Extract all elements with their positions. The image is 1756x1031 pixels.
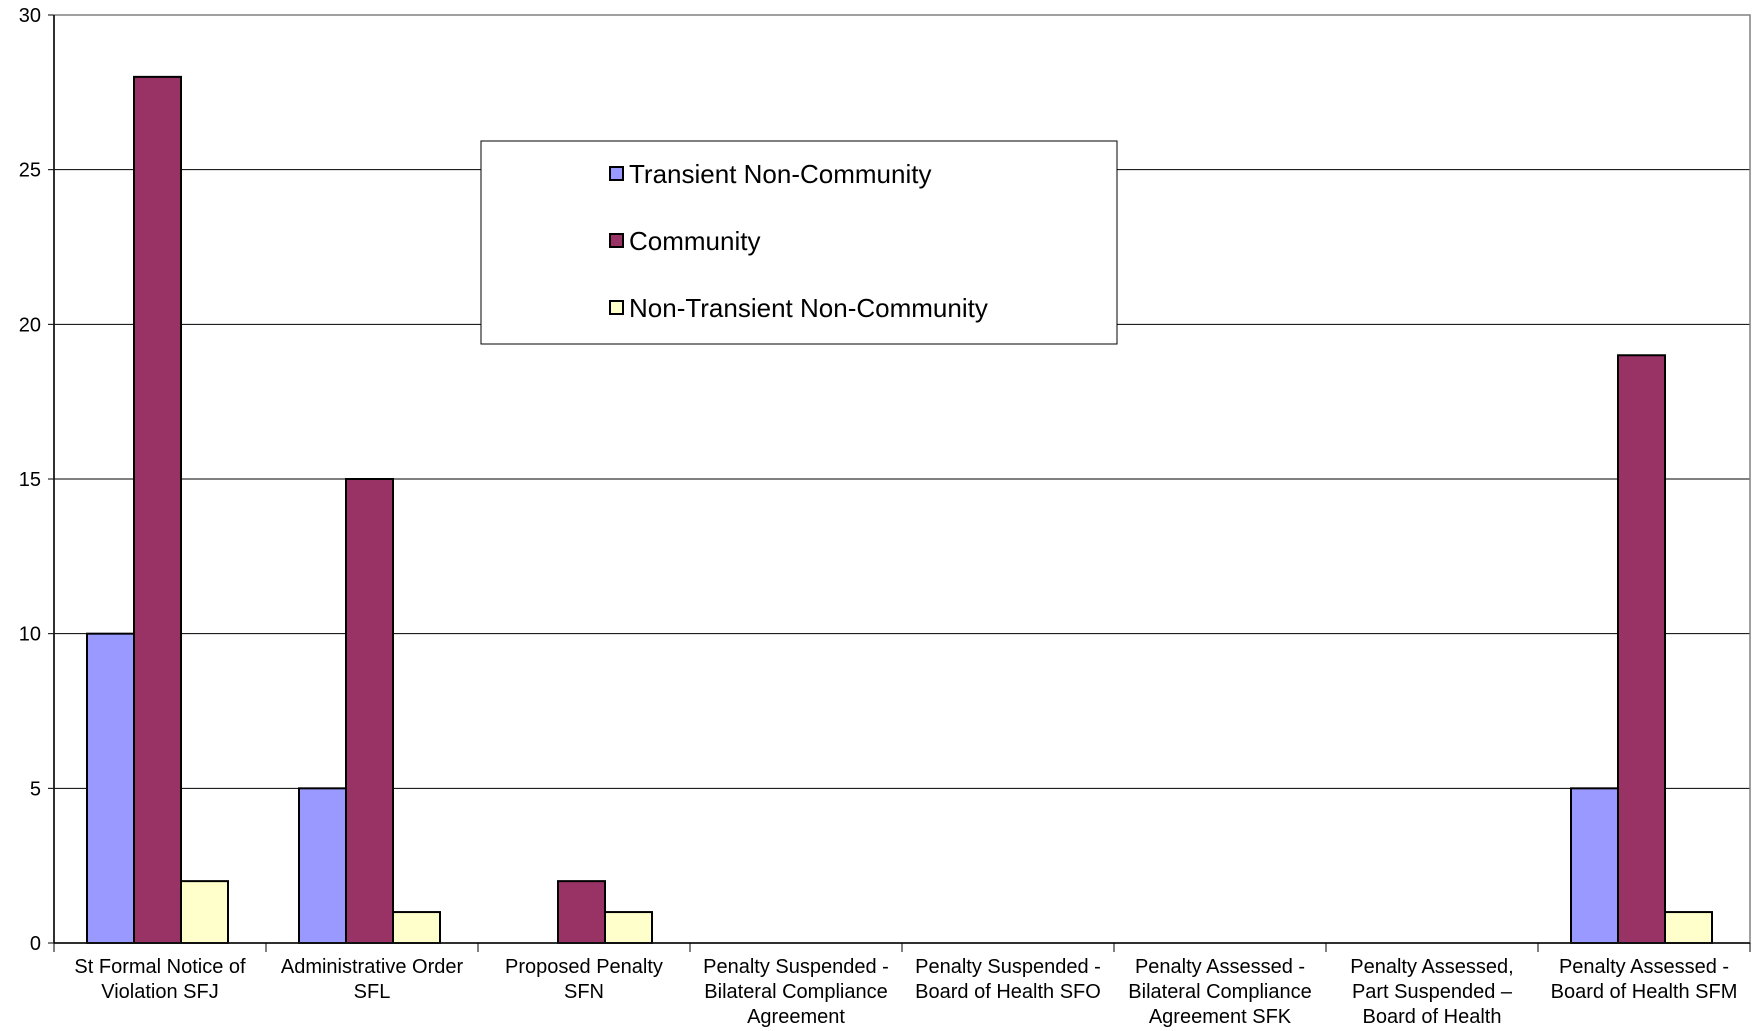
bar-non-transient-non-community bbox=[392, 911, 441, 944]
axes bbox=[48, 14, 1751, 952]
bar-community bbox=[345, 478, 394, 944]
legend-swatch bbox=[609, 233, 624, 248]
y-tick-label: 5 bbox=[30, 778, 41, 800]
legend: Transient Non-Community Community Non-Tran… bbox=[480, 140, 1118, 345]
legend-label: Community bbox=[629, 226, 760, 256]
gridlines bbox=[54, 14, 1750, 789]
y-tick-label: 15 bbox=[19, 469, 41, 491]
x-category-label: Administrative Order SFL bbox=[281, 956, 464, 1003]
bar-transient-non-community bbox=[1570, 787, 1619, 944]
x-category-labels: St Formal Notice of Violation SFJ Administ… bbox=[74, 956, 1737, 1028]
y-tick-label: 20 bbox=[19, 314, 41, 336]
bar-transient-non-community bbox=[86, 632, 135, 945]
bars bbox=[86, 75, 1713, 945]
bar-community bbox=[1617, 354, 1666, 944]
x-category-label: Penalty Assessed -Bilateral Compliance Ag… bbox=[1128, 956, 1311, 1028]
bar-non-transient-non-community bbox=[180, 880, 229, 945]
bar-non-transient-non-community bbox=[604, 911, 653, 944]
y-tick-label: 10 bbox=[19, 624, 41, 646]
legend-swatch bbox=[609, 300, 624, 315]
bar-community bbox=[557, 880, 606, 945]
bar-non-transient-non-community bbox=[1664, 911, 1713, 944]
x-category-label: Penalty Assessed, Part Suspended – Board o… bbox=[1350, 956, 1513, 1028]
x-category-label: Proposed Penalty SFN bbox=[505, 956, 663, 1003]
legend-label: Transient Non-Community bbox=[629, 159, 931, 189]
y-tick-label: 25 bbox=[19, 160, 41, 182]
bar-community bbox=[133, 75, 182, 945]
y-tick-label: 0 bbox=[30, 933, 41, 955]
legend-swatch bbox=[609, 166, 624, 181]
x-category-label: Penalty Suspended -Bilateral Compliance A… bbox=[703, 956, 889, 1028]
x-category-label: St Formal Notice of Violation SFJ bbox=[74, 956, 246, 1003]
legend-box bbox=[480, 140, 1118, 345]
y-tick-label: 30 bbox=[19, 5, 41, 27]
x-category-label: Penalty Suspended -Board of Health SFO bbox=[915, 956, 1101, 1003]
bar-transient-non-community bbox=[298, 787, 347, 944]
legend-label: Non-Transient Non-Community bbox=[629, 293, 988, 323]
y-tick-labels: 0 5 10 15 20 25 30 bbox=[19, 5, 41, 955]
x-category-label: Penalty Assessed -Board of Health SFM bbox=[1551, 956, 1738, 1003]
